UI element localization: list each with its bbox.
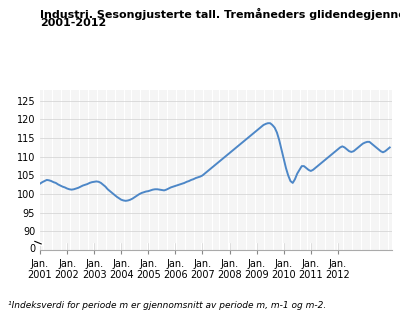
Text: ¹Indeksverdi for periode m er gjennomsnitt av periode m, m-1 og m-2.: ¹Indeksverdi for periode m er gjennomsni… (8, 301, 326, 310)
Text: Industri. Sesongjusterte tall. Tremåneders glidendegjennomsnitt¹.: Industri. Sesongjusterte tall. Tremånede… (40, 8, 400, 20)
Text: 2001-2012: 2001-2012 (40, 18, 106, 28)
